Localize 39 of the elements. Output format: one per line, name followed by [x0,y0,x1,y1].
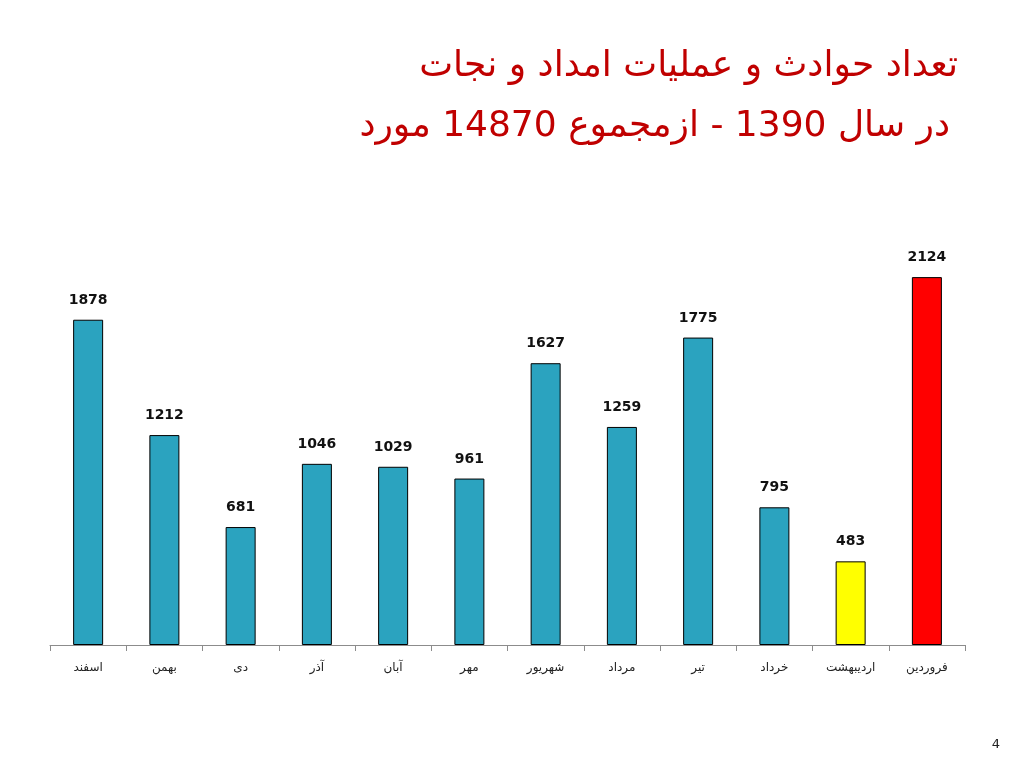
data-label: 681 [226,498,256,515]
bar [606,426,637,645]
data-label: 961 [454,449,484,466]
x-tick-label: آذر [308,659,325,675]
x-tick-label: مهر [459,660,479,675]
bar [73,319,104,645]
chart-subtitle: در سال 1390 - ازمجموع 14870 مورد [359,102,951,145]
data-label: 1259 [602,397,642,414]
data-label: 483 [836,532,866,549]
x-tick-label: خرداد [760,660,789,675]
data-label: 1046 [297,434,337,451]
data-label: 1878 [68,290,108,307]
x-tick-label: دی [233,660,248,674]
bar [378,466,409,645]
bar [683,337,714,645]
bar [454,478,485,645]
x-tick-label: شهریور [525,660,565,675]
x-tick-label: اسفند [73,660,103,674]
x-tick-label: آبان [383,659,404,674]
x-tick-label: اردیبهشت [825,660,876,675]
data-label: 1212 [144,406,184,423]
x-tick-label: فروردین [905,660,948,675]
data-label: 1627 [526,334,566,351]
data-label: 1029 [373,437,413,454]
chart-title: تعداد حوادث و عملیات امداد و نجات [419,42,959,85]
bar [530,363,561,645]
data-label: 2124 [907,248,947,265]
text: 4 [991,736,1001,751]
data-label: 1775 [678,308,718,325]
bar [759,507,790,645]
bar [835,561,866,645]
bar [301,463,332,645]
data-label: 795 [759,478,789,495]
x-tick-label: مرداد [608,660,636,675]
x-tick-label: تیر [690,660,705,675]
bar [149,435,180,645]
x-tick-label: بهمن [151,660,177,675]
bar [911,277,942,645]
bar [225,527,256,645]
